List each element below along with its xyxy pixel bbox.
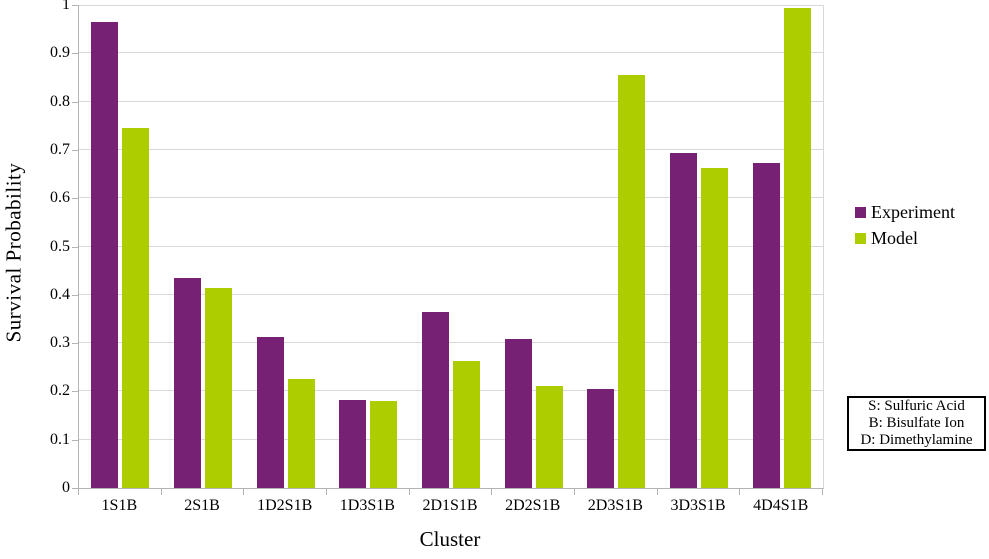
bar-group-2D2S1B — [492, 5, 575, 488]
gridline-0.5 — [79, 245, 823, 247]
bar-model-2D2S1B — [535, 386, 563, 488]
x-tick-mark — [78, 489, 79, 495]
x-tick-label-4D4S1B: 4D4S1B — [753, 497, 809, 514]
y-tick-mark — [72, 246, 78, 248]
gridline-0.8 — [79, 100, 823, 102]
bar-group-1D3S1B — [327, 5, 410, 488]
gridline-1.0 — [79, 5, 823, 6]
bar-group-2D1S1B — [410, 5, 493, 488]
y-tick-label-0.5: 0.5 — [50, 237, 70, 255]
x-tick-mark — [739, 489, 741, 495]
bar-experiment-2D3S1B — [587, 388, 615, 488]
x-tick-label-1D3S1B: 1D3S1B — [339, 497, 395, 514]
y-tick-mark — [72, 343, 78, 345]
y-tick-mark — [72, 5, 78, 6]
bar-group-3D3S1B — [658, 5, 741, 488]
gridline-0.4 — [79, 293, 823, 295]
x-tick-label-2D1S1B: 2D1S1B — [422, 497, 478, 514]
x-tick-label-1D2S1B: 1D2S1B — [257, 497, 313, 514]
y-tick-label-0.9: 0.9 — [50, 44, 70, 62]
annotation-line-1: S: Sulfuric Acid — [868, 398, 965, 414]
y-tick-label-0.0: 0 — [62, 479, 70, 496]
legend-item-model: Model — [855, 228, 955, 248]
y-tick-mark — [72, 439, 78, 441]
y-tick-label-1.0: 1 — [62, 0, 70, 13]
plot-area — [78, 5, 824, 489]
bar-group-1S1B — [79, 5, 162, 488]
x-axis-category-labels: 1S1B 2S1B 1D2S1B 1D3S1B 2D1S1B 2D2S1B 2D3S1B 3D… — [78, 497, 822, 515]
x-tick-mark — [574, 489, 575, 495]
bar-group-1D2S1B — [244, 5, 327, 488]
y-tick-label-0.6: 0.6 — [50, 189, 70, 207]
x-axis-title: Cluster — [419, 527, 481, 551]
legend-item-experiment: Experiment — [855, 202, 955, 222]
y-tick-mark — [72, 198, 78, 200]
bar-model-2D3S1B — [618, 74, 646, 488]
y-tick-mark — [72, 391, 78, 393]
bar-group-2D3S1B — [575, 5, 658, 488]
y-tick-label-0.2: 0.2 — [50, 382, 70, 400]
y-tick-label-0.8: 0.8 — [50, 92, 70, 110]
bar-model-1S1B — [122, 127, 150, 488]
bar-model-1D3S1B — [370, 401, 398, 488]
x-tick-mark — [656, 489, 658, 495]
legend-label-experiment: Experiment — [871, 202, 955, 222]
bar-model-3D3S1B — [701, 167, 729, 488]
bar-group-2S1B — [162, 5, 245, 488]
y-tick-label-0.1: 0.1 — [50, 430, 70, 448]
bar-model-1D2S1B — [287, 378, 315, 488]
gridline-0.2 — [79, 390, 823, 392]
x-tick-label-2S1B: 2S1B — [184, 497, 220, 514]
gridline-0.9 — [79, 52, 823, 54]
x-tick-mark — [408, 489, 410, 495]
bar-group-4D4S1B — [740, 5, 823, 488]
bars-layer — [79, 5, 823, 488]
x-tick-label-2D2S1B: 2D2S1B — [505, 497, 561, 514]
bar-model-2S1B — [205, 287, 232, 488]
legend: Experiment Model — [855, 202, 955, 254]
legend-swatch-model — [855, 232, 866, 244]
gridline-0.6 — [79, 197, 823, 199]
y-tick-mark — [72, 488, 78, 489]
y-tick-mark — [72, 53, 78, 55]
x-tick-mark — [243, 489, 245, 495]
x-tick-mark — [160, 489, 162, 495]
bar-experiment-1D3S1B — [339, 399, 367, 488]
y-tick-label-0.3: 0.3 — [50, 334, 70, 352]
bar-experiment-1S1B — [91, 21, 119, 488]
legend-swatch-experiment — [855, 206, 866, 218]
x-tick-mark — [491, 489, 493, 495]
bar-experiment-2D2S1B — [504, 339, 532, 488]
bar-experiment-2D1S1B — [422, 311, 450, 488]
bar-model-4D4S1B — [783, 7, 811, 488]
bar-experiment-4D4S1B — [752, 162, 780, 488]
legend-label-model: Model — [871, 228, 918, 248]
bar-model-2D1S1B — [453, 360, 481, 488]
bar-experiment-3D3S1B — [670, 152, 698, 488]
y-tick-mark — [72, 294, 78, 296]
x-tick-label-2D3S1B: 2D3S1B — [587, 497, 643, 514]
y-tick-label-0.4: 0.4 — [50, 285, 70, 303]
y-tick-mark — [72, 101, 78, 103]
x-tick-mark — [326, 489, 327, 495]
gridline-0.1 — [79, 438, 823, 440]
annotation-line-3: D: Dimethylamine — [860, 432, 973, 448]
x-tick-label-1S1B: 1S1B — [101, 497, 138, 514]
gridline-0.3 — [79, 342, 823, 344]
gridline-0.7 — [79, 148, 823, 150]
bar-experiment-2S1B — [174, 277, 201, 488]
y-tick-mark — [72, 149, 78, 151]
bar-experiment-1D2S1B — [256, 337, 284, 488]
x-tick-label-3D3S1B: 3D3S1B — [670, 497, 726, 514]
y-tick-label-0.7: 0.7 — [50, 140, 70, 158]
annotation-line-2: B: Bisulfate Ion — [868, 415, 965, 431]
x-tick-mark — [822, 489, 823, 495]
abbreviation-key-box: S: Sulfuric Acid B: Bisulfate Ion D: Dimet… — [847, 396, 986, 451]
